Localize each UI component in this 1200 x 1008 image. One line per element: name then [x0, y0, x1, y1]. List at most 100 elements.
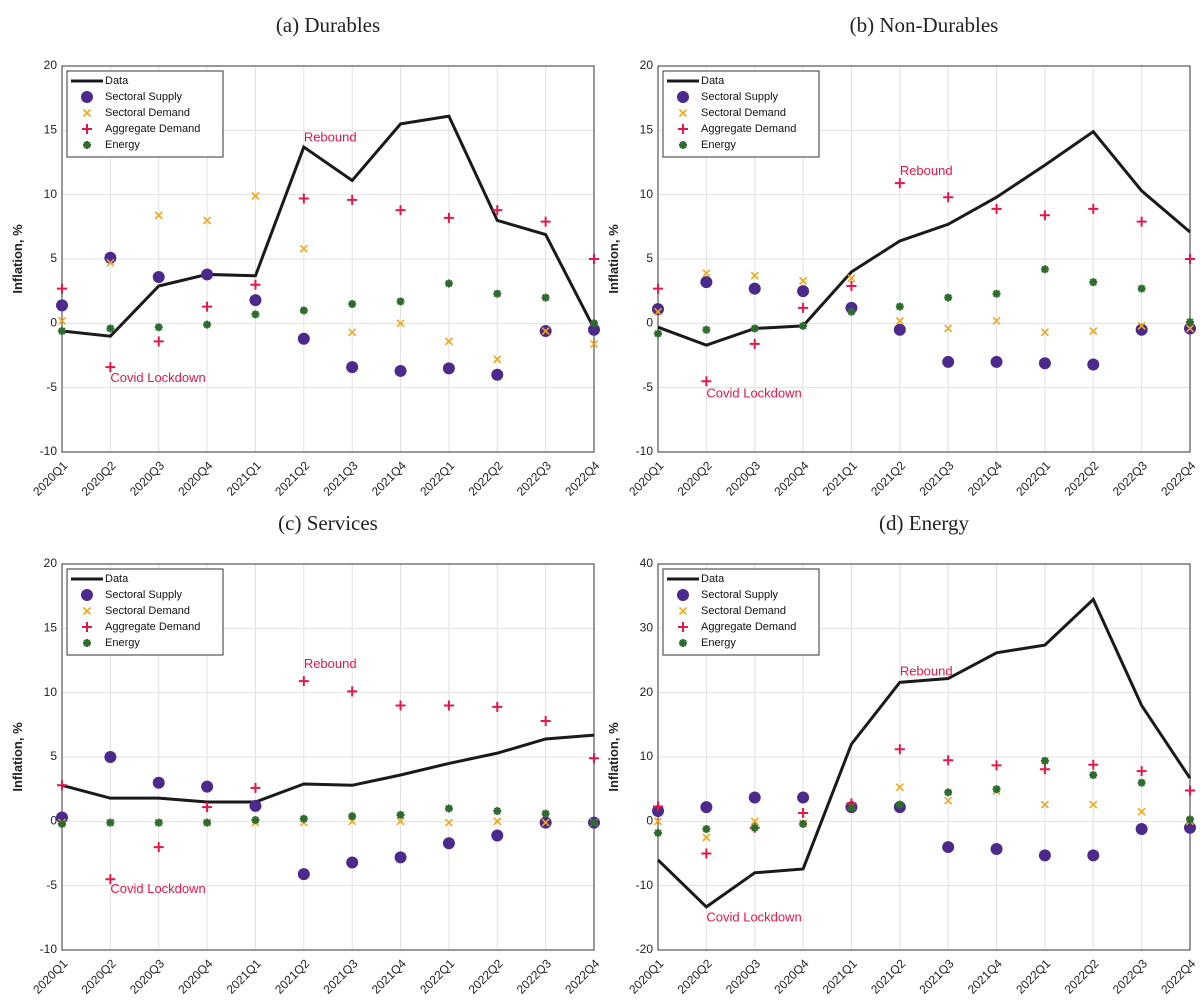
- x-tick-label: 2022Q4: [1158, 458, 1198, 498]
- marker-plus: [1136, 216, 1147, 227]
- x-tick-label: 2021Q1: [820, 956, 860, 996]
- y-tick-label: 0: [50, 316, 57, 330]
- marker-plus: [395, 700, 406, 711]
- x-tick-label: 2021Q4: [369, 956, 409, 996]
- marker-circle: [652, 303, 664, 316]
- x-tick-label: 2022Q3: [514, 458, 554, 498]
- y-axis-label: Inflation, %: [10, 722, 25, 792]
- legend-label: Sectoral Demand: [701, 107, 786, 119]
- marker-x: [1040, 800, 1049, 809]
- x-tick-label: 2020Q3: [127, 956, 167, 996]
- x-tick-label: 2020Q1: [626, 956, 666, 996]
- marker-x: [251, 191, 260, 201]
- annotation: Rebound: [900, 163, 953, 178]
- marker-plus: [250, 279, 261, 290]
- marker-plus: [540, 216, 551, 227]
- axes-box: [657, 563, 1191, 951]
- marker-circle: [748, 282, 761, 295]
- marker-circle: [104, 751, 117, 763]
- marker-x: [57, 316, 67, 325]
- marker-plus: [105, 362, 116, 373]
- marker-plus: [57, 780, 67, 791]
- marker-plus: [347, 194, 358, 205]
- y-tick-label: 10: [640, 187, 654, 201]
- x-tick-label: 2022Q1: [417, 458, 457, 498]
- marker-plus: [492, 701, 503, 712]
- marker-asterisk: [750, 324, 759, 333]
- legend-label: Data: [105, 75, 129, 87]
- y-tick-label: 15: [640, 123, 654, 137]
- marker-circle: [442, 362, 455, 375]
- annotation: Covid Lockdown: [706, 386, 801, 401]
- marker-circle: [201, 780, 214, 793]
- x-tick-label: 2022Q1: [1013, 956, 1053, 996]
- marker-asterisk: [106, 324, 115, 333]
- marker-x: [750, 817, 759, 826]
- marker-x: [702, 269, 711, 278]
- marker-circle: [1038, 357, 1051, 370]
- legend-swatch: [677, 91, 689, 103]
- marker-x: [1137, 807, 1146, 816]
- y-tick-label: -10: [40, 444, 58, 458]
- marker-x: [493, 355, 502, 364]
- legend-label: Sectoral Supply: [105, 91, 183, 103]
- marker-plus: [540, 715, 551, 726]
- legend-label: Sectoral Supply: [701, 91, 779, 103]
- marker-circle: [1087, 358, 1100, 371]
- marker-asterisk: [154, 818, 163, 827]
- x-tick-label: 2021Q1: [820, 458, 860, 498]
- y-tick-label: 15: [44, 621, 58, 635]
- x-tick-label: 2021Q4: [965, 956, 1005, 996]
- marker-circle: [249, 294, 262, 307]
- marker-x: [396, 817, 405, 826]
- marker-circle: [442, 837, 455, 850]
- legend-box: [662, 568, 820, 656]
- x-tick-label: 2021Q3: [320, 458, 360, 498]
- legend-label: Sectoral Demand: [105, 107, 190, 119]
- x-tick-label: 2020Q4: [175, 458, 215, 498]
- y-tick-label: -20: [636, 942, 654, 956]
- marker-circle: [56, 299, 68, 312]
- y-tick-label: 20: [44, 556, 58, 570]
- marker-x: [203, 216, 212, 225]
- marker-circle: [346, 361, 359, 374]
- marker-x: [992, 316, 1001, 325]
- y-tick-label: 15: [44, 123, 58, 137]
- x-tick-label: 2020Q3: [723, 458, 763, 498]
- marker-asterisk: [654, 828, 662, 837]
- marker-circle: [797, 791, 810, 804]
- marker-asterisk: [1186, 318, 1194, 327]
- marker-x: [799, 276, 808, 285]
- marker-plus: [943, 755, 954, 766]
- legend-label: Data: [701, 75, 725, 87]
- marker-plus: [1039, 764, 1050, 775]
- x-tick-label: 2022Q1: [417, 956, 457, 996]
- marker-plus: [589, 254, 599, 264]
- marker-x: [1089, 326, 1098, 336]
- marker-x: [154, 211, 163, 220]
- marker-asterisk: [203, 818, 212, 827]
- x-tick-label: 2020Q2: [675, 956, 715, 996]
- marker-circle: [394, 364, 407, 377]
- marker-asterisk: [1137, 778, 1146, 787]
- legend-swatch: [678, 622, 688, 632]
- marker-x: [444, 818, 453, 827]
- annotation: Rebound: [900, 664, 953, 679]
- x-tick-label: 2020Q2: [79, 956, 119, 996]
- marker-plus: [749, 338, 760, 349]
- marker-asterisk: [895, 302, 904, 311]
- x-tick-label: 2021Q3: [320, 956, 360, 996]
- x-tick-label: 2021Q3: [916, 956, 956, 996]
- marker-circle: [297, 332, 310, 345]
- legend-swatch: [677, 589, 689, 601]
- x-tick-label: 2022Q2: [466, 956, 506, 996]
- marker-asterisk: [299, 306, 308, 315]
- data-line: [61, 114, 596, 338]
- marker-asterisk: [251, 310, 260, 319]
- marker-plus: [1088, 203, 1099, 214]
- marker-plus: [105, 874, 116, 885]
- marker-circle: [491, 829, 504, 842]
- marker-x: [944, 324, 953, 333]
- marker-asterisk: [1040, 265, 1049, 274]
- x-tick-label: 2020Q3: [127, 458, 167, 498]
